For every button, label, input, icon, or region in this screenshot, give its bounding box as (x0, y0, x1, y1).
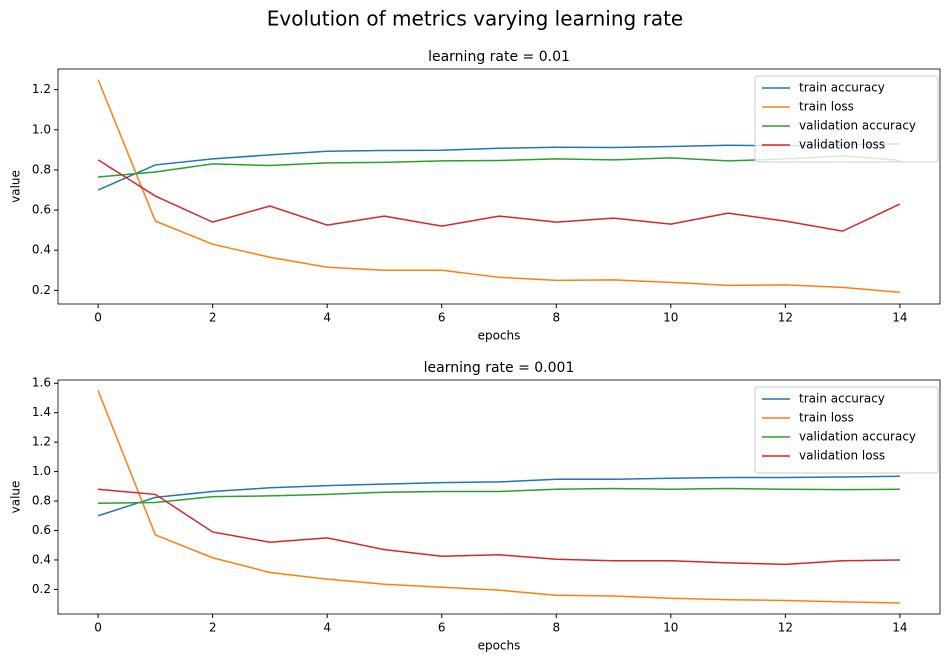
legend-box (754, 75, 939, 163)
y-axis-label: value (9, 170, 23, 203)
legend-label: validation accuracy (799, 430, 916, 444)
legend-label: train accuracy (799, 392, 885, 406)
y-tick-label: 0.2 (32, 283, 51, 297)
y-tick-label: 1.2 (32, 435, 51, 449)
x-tick-label: 6 (438, 621, 446, 635)
y-tick-label: 1.4 (32, 405, 51, 419)
x-tick-label: 0 (94, 311, 102, 325)
legend-label: train accuracy (799, 81, 885, 95)
y-tick-label: 1.0 (32, 122, 51, 136)
axes-title: learning rate = 0.01 (428, 49, 570, 65)
x-tick-label: 14 (892, 621, 907, 635)
legend-label: train loss (799, 100, 854, 114)
x-tick-label: 4 (323, 311, 331, 325)
axes-frame (57, 68, 941, 305)
x-tick-label: 2 (209, 621, 217, 635)
legend-label: train loss (799, 411, 854, 425)
y-tick-label: 0.6 (32, 203, 51, 217)
legend-box (754, 386, 939, 474)
series-line (97, 159, 901, 232)
legend-label: validation loss (799, 138, 885, 152)
series-line (98, 488, 900, 566)
legend-label: validation loss (799, 449, 885, 463)
x-axis-label: epochs (478, 329, 521, 343)
y-tick-label: 0.8 (32, 494, 51, 508)
figure-title: Evolution of metrics varying learning ra… (267, 7, 683, 31)
y-tick-label: 1.6 (32, 376, 51, 390)
x-tick-label: 6 (438, 311, 446, 325)
x-tick-label: 10 (663, 311, 678, 325)
x-tick-label: 14 (892, 311, 907, 325)
legend-label: validation accuracy (799, 119, 916, 133)
x-tick-label: 0 (94, 621, 102, 635)
series-line (97, 390, 900, 604)
axes-frame (57, 379, 941, 615)
x-axis-label: epochs (478, 639, 521, 653)
x-tick-label: 12 (778, 311, 793, 325)
y-tick-label: 0.4 (32, 243, 51, 257)
series-line (97, 475, 900, 517)
y-tick-label: 0.6 (32, 523, 51, 537)
series-line (97, 79, 900, 294)
y-tick-label: 1.2 (32, 82, 51, 96)
x-tick-label: 10 (663, 621, 678, 635)
x-tick-label: 12 (778, 621, 793, 635)
x-tick-label: 2 (209, 311, 217, 325)
x-tick-label: 8 (552, 311, 560, 325)
series-line (98, 487, 900, 505)
y-tick-label: 1.0 (32, 464, 51, 478)
y-axis-label: value (9, 481, 23, 514)
y-tick-label: 0.4 (32, 552, 51, 566)
y-tick-label: 0.8 (32, 162, 51, 176)
x-tick-label: 4 (323, 621, 331, 635)
y-tick-label: 0.2 (32, 582, 51, 596)
x-tick-label: 8 (552, 621, 560, 635)
axes-title: learning rate = 0.001 (424, 360, 575, 376)
